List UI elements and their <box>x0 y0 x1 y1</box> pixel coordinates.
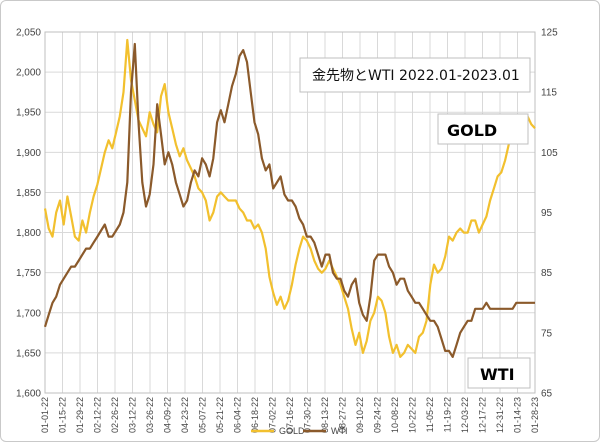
y-right-tick-label: 75 <box>541 328 553 339</box>
y-right-tick-label: 105 <box>541 148 558 159</box>
wti-annotation: WTI <box>480 365 515 384</box>
gold-annotation: GOLD <box>447 121 497 140</box>
y-left-tick-label: 1,750 <box>16 268 41 279</box>
x-tick-label: 06-18-22 <box>250 397 260 433</box>
x-tick-label: 07-16-22 <box>285 397 295 433</box>
x-tick-label: 09-10-22 <box>355 397 365 433</box>
title-box <box>299 57 531 93</box>
gold-label-box <box>437 113 529 145</box>
y-right-tick-label: 125 <box>541 28 558 39</box>
x-tick-label: 01-01-22 <box>40 397 50 433</box>
x-tick-label: 12-03-22 <box>460 397 470 433</box>
grid <box>44 31 536 394</box>
x-tick-label: 02-12-22 <box>93 397 103 433</box>
x-tick-label: 11-05-22 <box>425 397 435 432</box>
x-axis: 01-01-22 01-15-22 01-29-22 02-12-22 02-26-22… <box>40 397 540 433</box>
y-right-tick-label: 95 <box>541 208 553 219</box>
series-group <box>43 38 536 358</box>
y-right-tick-label: 115 <box>541 88 557 99</box>
y-axis-right: 65 75 85 95 105 115 125 <box>541 28 558 400</box>
x-tick-label: 03-12-22 <box>128 397 138 433</box>
y-axis-left: 1,600 1,650 1,700 1,750 1,800 1,850 1,900 1,950… <box>16 28 41 400</box>
x-tick-label: 03-26-22 <box>145 397 155 433</box>
y-left-tick-label: 1,600 <box>16 389 41 400</box>
y-right-tick-label: 85 <box>541 268 553 279</box>
x-tick-label: 04-09-22 <box>163 397 173 433</box>
x-tick-label: 05-07-22 <box>198 397 208 433</box>
y-left-tick-label: 1,700 <box>16 308 41 319</box>
x-tick-label: 01-15-22 <box>58 397 68 433</box>
legend: GOLD WTI <box>251 426 348 436</box>
x-tick-label: 07-02-22 <box>268 397 278 433</box>
x-tick-label: 09-24-22 <box>373 397 383 433</box>
x-tick-label: 10-22-22 <box>408 397 418 433</box>
x-tick-label: 04-23-22 <box>180 397 190 433</box>
x-tick-label: 11-19-22 <box>443 397 453 432</box>
x-tick-label: 02-26-22 <box>110 397 120 433</box>
y-left-tick-label: 1,850 <box>16 188 41 199</box>
series-line-wti <box>43 42 535 358</box>
x-tick-label: 08-13-22 <box>320 397 330 433</box>
legend-gold-label: GOLD <box>279 426 305 436</box>
x-tick-label: 01-28-23 <box>530 397 540 433</box>
x-tick-label: 01-29-22 <box>75 397 85 433</box>
x-tick-label: 07-30-22 <box>303 397 313 433</box>
series-line-gold <box>43 38 536 358</box>
legend-wti-label: WTI <box>331 426 348 436</box>
x-tick-label: 12-31-22 <box>495 397 505 433</box>
y-left-tick-label: 1,650 <box>16 348 41 359</box>
y-left-tick-label: 2,000 <box>16 68 41 79</box>
wti-label-box <box>467 357 531 389</box>
y-left-tick-label: 1,950 <box>16 108 41 119</box>
x-tick-label: 10-08-22 <box>390 397 400 433</box>
y-left-tick-label: 1,800 <box>16 228 41 239</box>
y-left-tick-label: 2,050 <box>16 28 41 39</box>
y-right-tick-label: 65 <box>541 389 553 400</box>
chart-title: 金先物とWTI 2022.01-2023.01 <box>312 68 520 84</box>
x-tick-label: 01-14-23 <box>513 397 523 433</box>
y-left-tick-label: 1,900 <box>16 148 41 159</box>
x-tick-label: 12-17-22 <box>478 397 488 433</box>
x-tick-label: 05-21-22 <box>215 397 225 433</box>
x-tick-label: 08-27-22 <box>338 397 348 433</box>
x-tick-label: 06-04-22 <box>233 397 243 433</box>
